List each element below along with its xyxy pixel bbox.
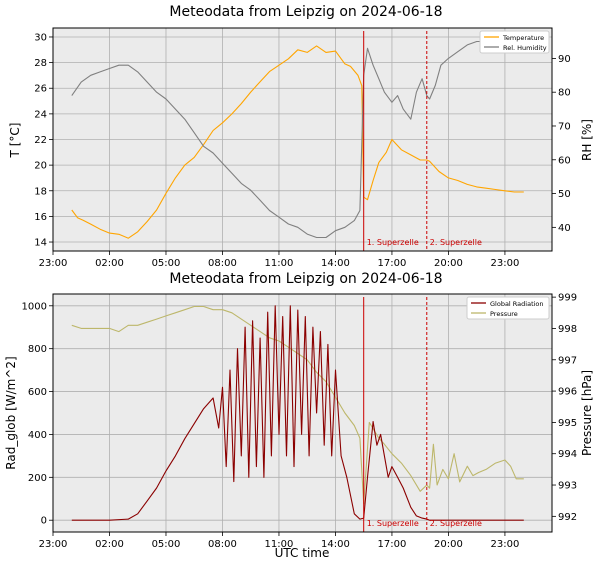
y2-tick-label: 50 [558,189,571,200]
event-label: 1. Superzelle [367,238,419,247]
y2-tick-label: 994 [558,449,577,460]
radiation-pressure-chart: Meteodata from Leipzig on 2024-06-18 1. … [4,271,594,560]
y-tick-label: 22 [34,135,47,146]
x-tick-label: 02:00 [95,258,124,269]
series-line-global-radiation [71,305,524,521]
x-tick-label: 14:00 [321,258,350,269]
y-axis-label: T [°C] [8,123,22,159]
legend-label: Global Radiation [490,300,544,308]
y2-tick-label: 80 [558,88,571,99]
x-tick-label: 11:00 [265,539,294,550]
chart-title: Meteodata from Leipzig on 2024-06-18 [169,271,442,287]
y2-tick-label: 996 [558,387,577,398]
y-tick-label: 26 [34,84,47,95]
legend-label: Temperature [502,34,544,42]
x-tick-label: 20:00 [434,539,463,550]
y-tick-label: 400 [28,430,47,441]
y2-tick-label: 60 [558,155,571,166]
y2-axis-label: Pressure [hPa] [580,370,594,456]
series-line-rel-humidity [71,40,487,239]
y-tick-label: 20 [34,161,47,172]
y-tick-label: 24 [34,109,47,120]
series-line-pressure [71,305,524,505]
legend: Global Radiation Pressure [466,296,550,320]
y2-tick-label: 992 [558,512,577,523]
series-line-temperature [71,45,524,239]
y2-tick-label: 997 [558,355,577,366]
event-label: 2. Superzelle [430,238,482,247]
y2-tick-label: 993 [558,481,577,492]
y2-tick-label: 999 [558,293,577,304]
y-tick-label: 16 [34,212,47,223]
y2-tick-label: 995 [558,418,577,429]
y2-tick-label: 998 [558,324,577,335]
event-label: 1. Superzelle [367,519,419,528]
x-tick-label: 11:00 [265,258,294,269]
x-tick-label: 14:00 [321,539,350,550]
y-tick-label: 14 [34,238,47,249]
y2-tick-label: 90 [558,54,571,65]
temperature-humidity-chart: Meteodata from Leipzig on 2024-06-18 1. … [8,4,594,269]
x-tick-label: 08:00 [208,539,237,550]
legend-box [466,296,550,320]
legend-label: Pressure [490,310,518,318]
x-tick-label: 23:00 [491,539,520,550]
y-tick-label: 1000 [22,301,47,312]
y-tick-label: 28 [34,58,47,69]
legend: Temperature Rel. Humidity [479,30,550,54]
y-tick-label: 800 [28,344,47,355]
x-tick-label: 23:00 [39,258,68,269]
y-tick-label: 200 [28,473,47,484]
y-tick-label: 600 [28,387,47,398]
x-tick-label: 08:00 [208,258,237,269]
y-axis-label: Rad_glob [W/m^2] [4,356,18,469]
y-tick-label: 18 [34,186,47,197]
x-tick-label: 17:00 [378,258,407,269]
x-tick-label: 17:00 [378,539,407,550]
x-tick-label: 05:00 [152,539,181,550]
x-tick-label: 23:00 [491,258,520,269]
chart-title: Meteodata from Leipzig on 2024-06-18 [169,4,442,20]
y2-tick-label: 70 [558,121,571,132]
legend-label: Rel. Humidity [503,44,547,52]
event-label: 2. Superzelle [430,519,482,528]
x-tick-label: 05:00 [152,258,181,269]
y-tick-label: 30 [34,32,47,43]
y2-tick-label: 40 [558,223,571,234]
x-tick-label: 20:00 [434,258,463,269]
plot-frame [52,293,553,533]
x-axis-label: UTC time [275,546,330,560]
y-tick-label: 0 [41,516,47,527]
x-tick-label: 23:00 [39,539,68,550]
x-tick-label: 02:00 [95,539,124,550]
y2-axis-label: RH [%] [580,119,594,161]
